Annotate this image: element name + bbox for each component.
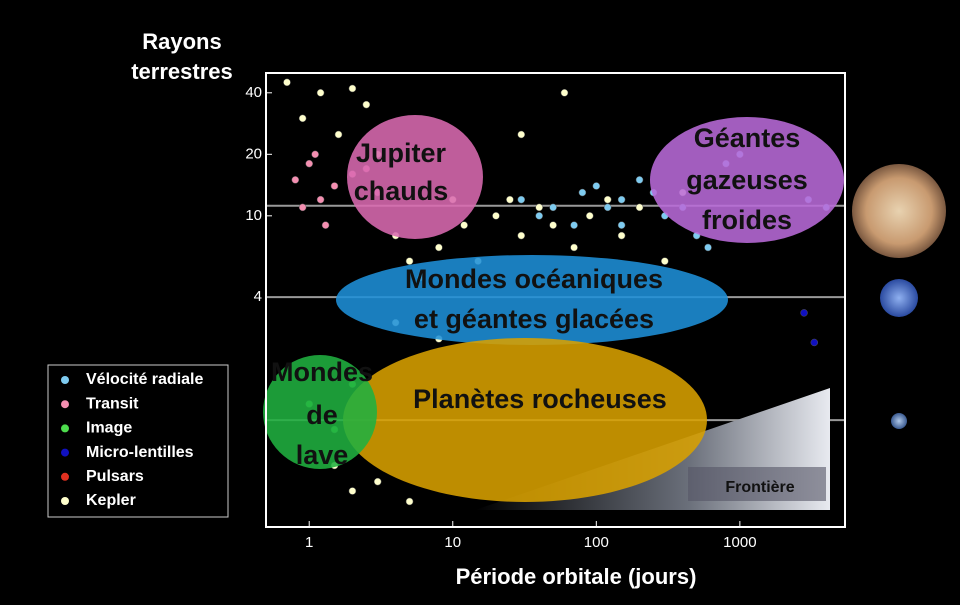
y-axis-label: Rayons terrestres xyxy=(131,29,233,84)
data-point xyxy=(298,114,307,123)
x-tick-label: 1000 xyxy=(723,534,756,551)
y-tick-label: 4 xyxy=(254,288,262,305)
legend-label: Vélocité radiale xyxy=(86,371,203,388)
legend-label: Transit xyxy=(86,395,139,412)
legend xyxy=(47,364,229,518)
data-point xyxy=(617,231,626,240)
region-label: chauds xyxy=(354,176,449,206)
data-point xyxy=(549,221,557,229)
legend-label: Micro-lentilles xyxy=(86,444,194,461)
region xyxy=(650,117,844,243)
data-point xyxy=(535,212,543,220)
data-point xyxy=(348,84,357,93)
data-point xyxy=(492,212,500,220)
region-label: lave xyxy=(296,440,349,470)
legend-marker xyxy=(61,448,69,457)
data-point xyxy=(603,195,612,204)
region xyxy=(347,115,483,239)
region-label: gazeuses xyxy=(686,165,808,195)
data-point xyxy=(570,221,578,229)
boundary-label-box xyxy=(688,467,826,501)
plot-frame xyxy=(265,72,846,528)
legend-marker xyxy=(61,376,69,384)
legend-label: Kepler xyxy=(86,492,136,509)
data-point xyxy=(517,130,526,139)
legend-marker xyxy=(61,400,69,409)
legend-label: Pulsars xyxy=(86,468,144,485)
data-point xyxy=(661,257,669,265)
data-point xyxy=(635,203,644,212)
data-point xyxy=(283,78,291,87)
data-point xyxy=(405,497,414,506)
data-point xyxy=(405,257,414,265)
data-point xyxy=(617,221,626,229)
data-point xyxy=(362,100,371,109)
legend-marker xyxy=(61,424,69,433)
data-point xyxy=(800,309,808,317)
data-point xyxy=(549,203,557,212)
data-point xyxy=(578,188,587,197)
region xyxy=(343,338,707,502)
data-point xyxy=(535,203,543,212)
data-point xyxy=(704,243,712,252)
data-point xyxy=(810,338,819,347)
region xyxy=(336,255,728,345)
legend-marker xyxy=(61,472,69,481)
data-point xyxy=(570,243,578,252)
x-axis-label: Période orbitale (jours) xyxy=(456,564,697,589)
data-point xyxy=(617,195,626,204)
data-point xyxy=(592,182,601,190)
data-point xyxy=(348,487,357,495)
data-point xyxy=(517,195,526,204)
data-point xyxy=(373,477,382,486)
y-tick-label: 20 xyxy=(245,145,262,162)
neptune-image xyxy=(880,279,918,317)
region-label: Jupiter xyxy=(356,138,447,168)
data-point xyxy=(460,221,468,229)
data-point xyxy=(506,195,514,204)
region-label: Mondes xyxy=(271,357,373,387)
boundary-label: Frontière xyxy=(725,479,794,496)
data-point xyxy=(635,176,644,184)
region-label: froides xyxy=(702,205,792,235)
data-point xyxy=(435,243,443,252)
y-tick-label: 40 xyxy=(245,84,262,101)
region-label: et géantes glacées xyxy=(414,304,654,334)
x-tick-label: 100 xyxy=(584,534,609,551)
region-label: Mondes océaniques xyxy=(405,264,663,294)
data-point xyxy=(316,89,325,97)
y-tick-label: 10 xyxy=(245,207,262,224)
x-tick-label: 10 xyxy=(444,534,461,551)
data-point xyxy=(305,159,313,168)
data-point xyxy=(517,231,526,240)
data-point xyxy=(560,89,569,97)
legend-label: Image xyxy=(86,420,132,437)
region-label: de xyxy=(306,400,338,430)
data-point xyxy=(316,195,325,204)
data-point xyxy=(291,176,300,184)
data-point xyxy=(585,212,594,220)
data-point xyxy=(603,203,612,212)
region xyxy=(263,355,377,469)
data-point xyxy=(298,203,307,212)
legend-marker xyxy=(61,497,69,505)
data-point xyxy=(330,182,339,190)
x-tick-label: 1 xyxy=(305,534,313,551)
region-label: Géantes xyxy=(694,123,801,153)
region-label: Planètes rocheuses xyxy=(413,384,667,414)
data-point xyxy=(311,150,319,159)
jupiter-image xyxy=(852,164,946,258)
data-point xyxy=(321,221,330,229)
data-point xyxy=(334,130,343,139)
earth-image xyxy=(891,413,907,429)
